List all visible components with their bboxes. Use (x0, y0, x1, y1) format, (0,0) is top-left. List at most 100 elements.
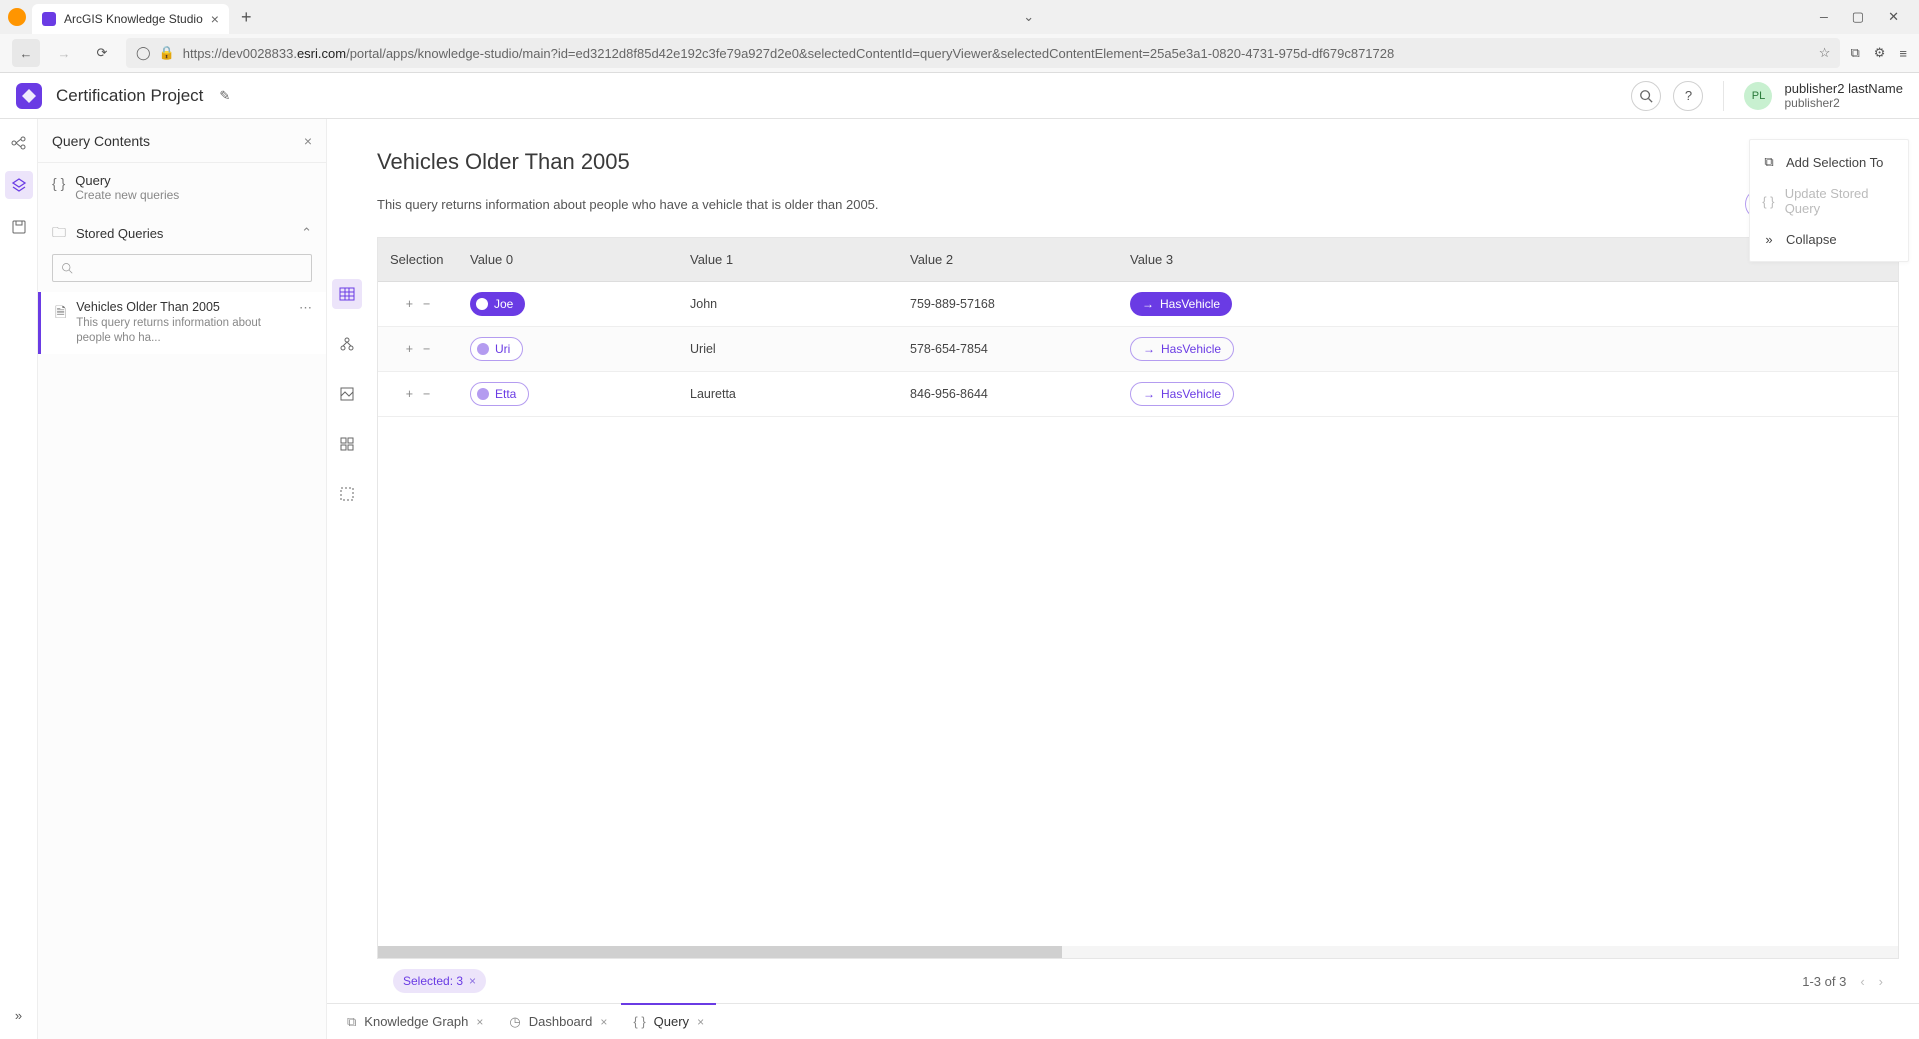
col-value0[interactable]: Value 0 (458, 238, 678, 282)
search-button[interactable] (1631, 81, 1661, 111)
sidebar-title: Query Contents (52, 133, 150, 149)
rail-layers-icon[interactable] (5, 171, 33, 199)
tab-title: ArcGIS Knowledge Studio (64, 12, 203, 26)
col-selection[interactable]: Selection (378, 238, 458, 282)
graph-icon: ⧉ (347, 1014, 356, 1030)
window-close-button[interactable]: ✕ (1888, 10, 1899, 25)
row-add-selection-button[interactable]: + (406, 387, 413, 401)
table-row[interactable]: +−UriUriel578-654-7854→HasVehicle (378, 327, 1898, 372)
bookmark-icon[interactable]: ☆ (1819, 45, 1831, 61)
dashboard-icon: ◷ (509, 1014, 520, 1030)
folder-icon: 🗀 (52, 222, 66, 246)
page-prev-button[interactable]: ‹ (1860, 974, 1864, 989)
browser-tab[interactable]: ArcGIS Knowledge Studio × (32, 4, 229, 34)
query-sublabel: Create new queries (75, 188, 179, 202)
bottom-tab-strip: ⧉ Knowledge Graph × ◷ Dashboard × { } Qu… (327, 1003, 1919, 1039)
table-row[interactable]: +−JoeJohn759-889-57168→HasVehicle (378, 282, 1898, 327)
add-selection-to-button[interactable]: ⧉ Add Selection To (1750, 146, 1908, 178)
stored-queries-search[interactable] (52, 254, 312, 282)
relationship-label: HasVehicle (1160, 297, 1220, 311)
clear-selection-button[interactable]: × (469, 974, 476, 988)
sidebar-close-button[interactable]: × (304, 133, 312, 149)
sidebar-header: Query Contents × (38, 119, 326, 163)
edit-title-button[interactable]: ✎ (219, 88, 230, 104)
view-graph-button[interactable] (332, 329, 362, 359)
relationship-pill[interactable]: →HasVehicle (1130, 337, 1234, 361)
page-next-button[interactable]: › (1879, 974, 1883, 989)
lock-icon: 🔒 (159, 45, 175, 61)
collapse-icon: » (1762, 232, 1776, 247)
tabs-overflow-icon[interactable]: ⌄ (1023, 9, 1034, 25)
stored-queries-label: Stored Queries (76, 226, 163, 241)
view-rail (327, 119, 367, 1003)
rail-save-icon[interactable] (5, 213, 33, 241)
table-footer: Selected: 3 × 1-3 of 3 ‹ › (377, 959, 1899, 1003)
user-block[interactable]: publisher2 lastName publisher2 (1784, 81, 1903, 111)
actions-panel: ⧉ Add Selection To { } Update Stored Que… (1749, 139, 1909, 262)
stored-queries-toggle[interactable]: 🗀 Stored Queries ⌃ (38, 212, 326, 254)
new-query-button[interactable]: { } Query Create new queries (38, 163, 326, 212)
entity-pill[interactable]: Uri (470, 337, 523, 361)
new-tab-button[interactable]: + (235, 7, 258, 28)
entity-dot-icon (477, 388, 489, 400)
stored-query-item[interactable]: 🗎 Vehicles Older Than 2005 This query re… (38, 292, 326, 354)
browser-chrome: ArcGIS Knowledge Studio × + ⌄ — ▢ ✕ ← → … (0, 0, 1919, 73)
relationship-pill[interactable]: →HasVehicle (1130, 382, 1234, 406)
window-maximize-button[interactable]: ▢ (1852, 10, 1864, 25)
nav-back-button[interactable]: ← (12, 39, 40, 67)
url-input[interactable]: ◯ 🔒 https://dev0028833.esri.com/portal/a… (126, 38, 1840, 68)
results-table: Selection Value 0 Value 1 Value 2 Value … (377, 237, 1899, 959)
tab-close-icon[interactable]: × (697, 1015, 704, 1029)
chevron-up-icon: ⌃ (301, 225, 312, 241)
user-display-name: publisher2 lastName (1784, 81, 1903, 97)
cell-value1: Lauretta (678, 372, 898, 417)
row-add-selection-button[interactable]: + (406, 342, 413, 356)
relationship-label: HasVehicle (1161, 387, 1221, 401)
query-label: Query (75, 173, 179, 188)
row-remove-selection-button[interactable]: − (423, 297, 430, 311)
tab-close-icon[interactable]: × (600, 1015, 607, 1029)
col-value2[interactable]: Value 2 (898, 238, 1118, 282)
window-minimize-button[interactable]: — (1820, 10, 1828, 25)
app-root: Certification Project ✎ ? PL publisher2 … (0, 73, 1919, 1039)
cell-value2: 578-654-7854 (898, 327, 1118, 372)
tab-close-icon[interactable]: × (476, 1015, 483, 1029)
help-button[interactable]: ? (1673, 81, 1703, 111)
tab-knowledge-graph[interactable]: ⧉ Knowledge Graph × (335, 1004, 495, 1039)
menu-icon[interactable]: ≡ (1899, 46, 1907, 61)
entity-pill[interactable]: Joe (470, 292, 525, 316)
relationship-pill[interactable]: →HasVehicle (1130, 292, 1232, 316)
selected-count-label: Selected: 3 (403, 974, 463, 988)
avatar[interactable]: PL (1744, 82, 1772, 110)
pocket-icon[interactable]: ⧉ (1850, 45, 1859, 61)
table-row[interactable]: +−EttaLauretta846-956-8644→HasVehicle (378, 372, 1898, 417)
row-remove-selection-button[interactable]: − (423, 342, 430, 356)
stored-query-more-button[interactable]: ⋯ (299, 300, 312, 316)
view-table-button[interactable] (332, 279, 362, 309)
entity-pill[interactable]: Etta (470, 382, 529, 406)
view-map-button[interactable] (332, 379, 362, 409)
collapse-panel-button[interactable]: » Collapse (1750, 224, 1908, 255)
view-cards-button[interactable] (332, 429, 362, 459)
tab-dashboard[interactable]: ◷ Dashboard × (497, 1004, 619, 1039)
tab-query[interactable]: { } Query × (621, 1004, 716, 1039)
selected-chip[interactable]: Selected: 3 × (393, 969, 486, 993)
row-remove-selection-button[interactable]: − (423, 387, 430, 401)
row-add-selection-button[interactable]: + (406, 297, 413, 311)
favicon-icon (42, 12, 56, 26)
col-value1[interactable]: Value 1 (678, 238, 898, 282)
search-icon (61, 262, 73, 274)
search-input[interactable] (79, 261, 303, 275)
braces-icon: { } (1762, 194, 1775, 209)
view-select-button[interactable] (332, 479, 362, 509)
braces-icon: { } (633, 1014, 645, 1029)
extensions-icon[interactable]: ⚙ (1874, 45, 1886, 61)
rail-expand-icon[interactable]: » (5, 1001, 33, 1029)
rail-graph-icon[interactable] (5, 129, 33, 157)
nav-forward-button[interactable]: → (50, 39, 78, 67)
cell-value2: 759-889-57168 (898, 282, 1118, 327)
tab-close-icon[interactable]: × (211, 11, 219, 27)
header-divider (1723, 81, 1724, 111)
table-horizontal-scrollbar[interactable] (378, 946, 1898, 958)
nav-reload-button[interactable]: ⟳ (88, 39, 116, 67)
